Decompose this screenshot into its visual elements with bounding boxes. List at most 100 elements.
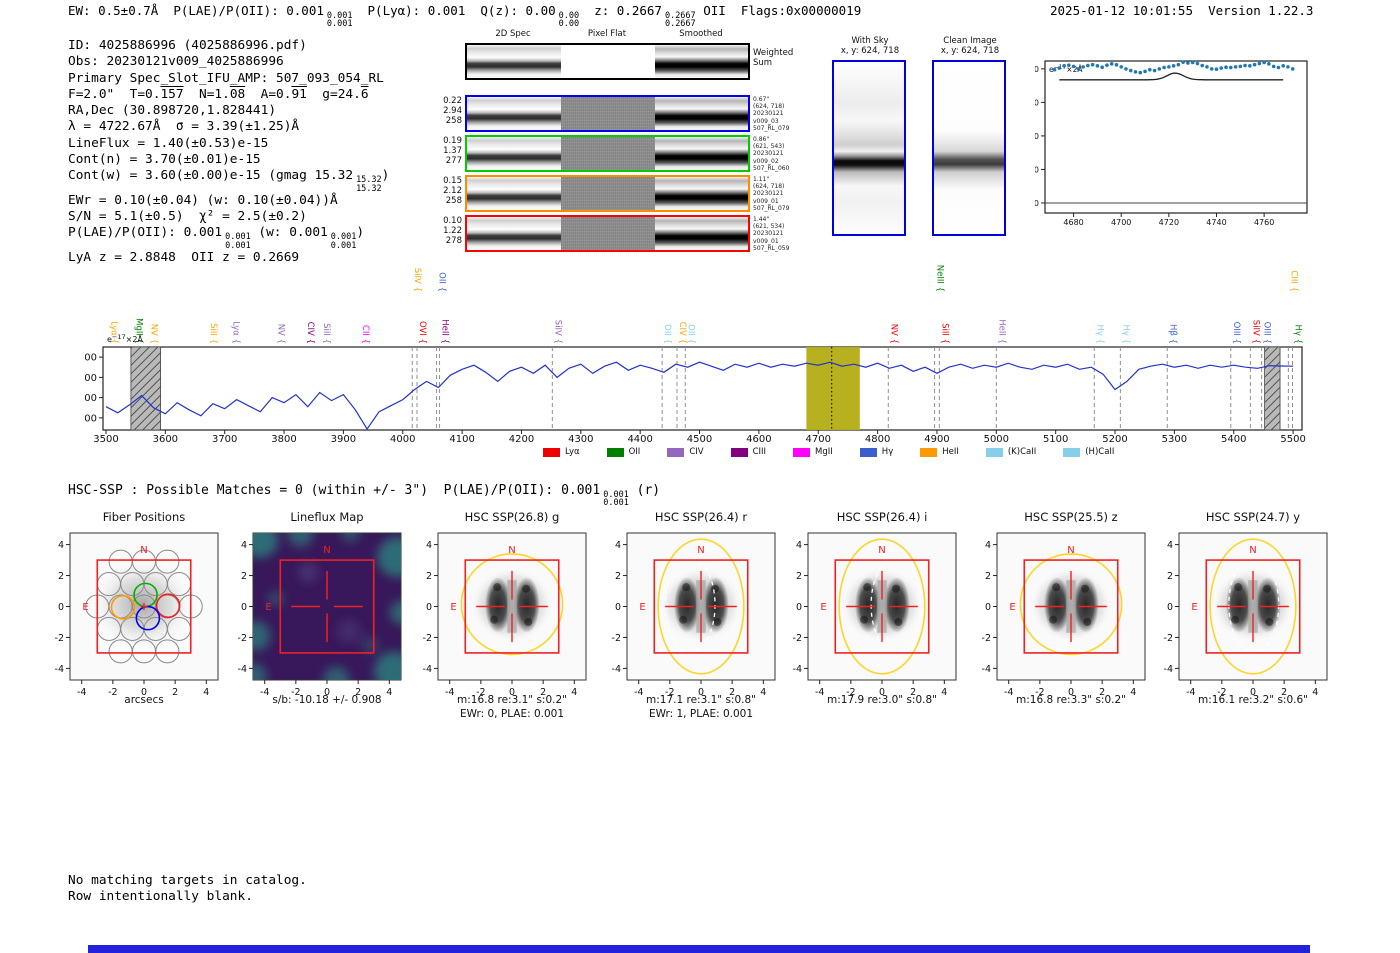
panel-y-tick: 2 (1167, 571, 1173, 582)
spectral-line-label: CIII { (1288, 270, 1298, 292)
panel-x-tick: -2 (1035, 687, 1044, 698)
panel-y-tick: 2 (426, 571, 432, 582)
spectrum-x-tick: 5100 (1043, 434, 1068, 445)
legend-item: CIV (667, 447, 704, 457)
panel-y-tick: -4 (982, 664, 991, 675)
spectral-line-label: SiII { (321, 323, 331, 344)
spectral-line-label: OII { (662, 324, 672, 344)
panel-y-tick: 4 (796, 540, 802, 551)
pixel-flat-image (561, 97, 655, 130)
info-line: ID: 4025886996 (4025886996.pdf) (68, 38, 307, 53)
weighted-sum-row (465, 43, 750, 80)
panel-y-tick: -4 (793, 664, 802, 675)
legend-swatch (985, 447, 1003, 457)
panel-caption: m:16.8 re:3.3" s:0.2" (1016, 694, 1126, 706)
fiber-circle (155, 639, 180, 664)
spectrum-x-tick: 3900 (331, 434, 356, 445)
panel-caption: m:16.8 re:3.1" s:0.2" (457, 694, 567, 706)
panel-title: HSC SSP(26.8) g (464, 510, 560, 524)
inset-y-tick: 600 (1035, 98, 1039, 107)
spectrum-x-tick: 4600 (746, 434, 771, 445)
selected-fiber-circle (155, 593, 181, 619)
east-label: E (820, 602, 826, 613)
pixel-flat-image (561, 137, 655, 170)
panel-x-tick: -2 (108, 687, 117, 698)
legend-swatch (667, 447, 685, 457)
panel-x-tick: 2 (1281, 687, 1287, 698)
panel-x-tick: -2 (291, 687, 300, 698)
aperture-ellipse (838, 538, 926, 675)
spectrum-x-tick: 3600 (153, 434, 178, 445)
meta-gap (1193, 3, 1208, 18)
panel-y-tick: -2 (423, 633, 432, 644)
galaxy-image (1212, 567, 1294, 642)
info-line: Cont(n) = 3.70(±0.01)e-15 (68, 152, 261, 168)
clean-image-title-text: Clean Image (943, 36, 997, 46)
legend-item: HeII (920, 447, 959, 457)
panel-x-tick: -4 (1186, 687, 1195, 698)
panel-y-tick: 0 (241, 602, 247, 613)
spectrum-y-tick: 800 (85, 353, 97, 364)
panel-caption-2: EWr: 0, PLAE: 0.001 (459, 708, 565, 720)
spectral-line-label: NV { (276, 324, 286, 344)
spectral-line-label: Hγ { (1094, 324, 1104, 344)
report-meta: 2025-01-12 10:01:55 Version 1.22.3 (1050, 3, 1313, 18)
spectral-line-label: Hγ { (1120, 324, 1130, 344)
spectral-line-label: OIII { (1231, 322, 1241, 344)
legend-item: (H)CaII (1063, 447, 1114, 457)
fiber-weights: 0.22 2.94 258 (443, 96, 462, 126)
info-line: Primary Spec_Slot_IFU_AMP: 507_093_054_R… (68, 70, 384, 86)
legend-label: (H)CaII (1085, 447, 1115, 457)
galaxy-image (841, 567, 923, 642)
panel-x-tick: 4 (941, 687, 947, 698)
pixel-flat-image (561, 45, 655, 78)
spectrum-x-tick: 3500 (93, 434, 118, 445)
panel-caption: m:17.9 re:3.0" s:0.8" (827, 694, 937, 706)
fiber-spec2d-row (465, 135, 750, 172)
spectral-line-label: NeIII { (935, 265, 945, 292)
legend-item: OII (606, 447, 640, 457)
panel-x-tick: -4 (260, 687, 269, 698)
panel-y-tick: 2 (796, 571, 802, 582)
spectrum-x-tick: 4200 (509, 434, 534, 445)
detection-info-block: ID: 4025886996 (4025886996.pdf) Obs: 2023… (68, 38, 389, 266)
extraction-box (834, 559, 930, 654)
panel-x-tick: 0 (698, 687, 704, 698)
spectrum-x-tick: 4400 (627, 434, 652, 445)
inset-x-tick: 4680 (1063, 218, 1083, 227)
spectrum-trace (105, 361, 1294, 430)
panel-x-tick: 0 (141, 687, 147, 698)
pixel-flat-image (561, 217, 655, 250)
info-line: Cont(w) = 3.60(±0.00)e-15 (gmag 15.32 15.… (68, 168, 390, 194)
spectral-line-label: NV { (888, 324, 898, 344)
panel-title: Lineflux Map (290, 510, 364, 524)
panel-x-tick: 0 (1250, 687, 1256, 698)
spectral-line-label: SiIV { (1250, 320, 1260, 344)
panel-y-tick: 0 (796, 602, 802, 613)
spectrum-x-tick: 5400 (1221, 434, 1246, 445)
spectrum-x-tick: 4000 (390, 434, 415, 445)
with-sky-image (832, 60, 906, 236)
spectral-line-label: HeII { (996, 319, 1006, 344)
full-spectrum-plot: Lyα {MgII {NV {SiII {Lyα {NV {CIV {SiII … (85, 265, 1306, 445)
detected-line-highlight-band (806, 347, 860, 430)
spectrum-x-tick: 5500 (1280, 434, 1305, 445)
spectral-line-label: SiII { (939, 323, 949, 344)
smoothed-image (655, 217, 748, 250)
north-label: N (140, 545, 147, 556)
smoothed-image (655, 45, 748, 78)
panel-x-tick: -2 (476, 687, 485, 698)
panel-title: HSC SSP(26.4) i (836, 510, 928, 524)
legend-item: CIII (730, 447, 766, 457)
north-label: N (508, 545, 515, 556)
north-label: N (1067, 545, 1074, 556)
fiber-flux-blob (90, 558, 195, 651)
panel-caption: s/b: -10.18 +/- 0.908 (272, 694, 382, 706)
gaussian-fit-line (1059, 72, 1284, 81)
panel-lineflux: Lineflux Map N E -4 -4 -2 -2 0 0 2 2 4 4 s/b: -10.18 … (218, 510, 438, 726)
panel-caption: m:16.1 re:3.2" s:0.6" (1198, 694, 1308, 706)
panel-hsc-ssp-24-7-y: HSC SSP(24.7) y N E -4 -4 -2 -2 0 0 2 2 4 4 m:16.1 re… (1144, 510, 1364, 726)
col-title-smoothed: Smoothed (679, 29, 723, 39)
cutout-plot: N E -4 -4 -2 -2 0 0 2 2 4 4 (982, 532, 1146, 698)
